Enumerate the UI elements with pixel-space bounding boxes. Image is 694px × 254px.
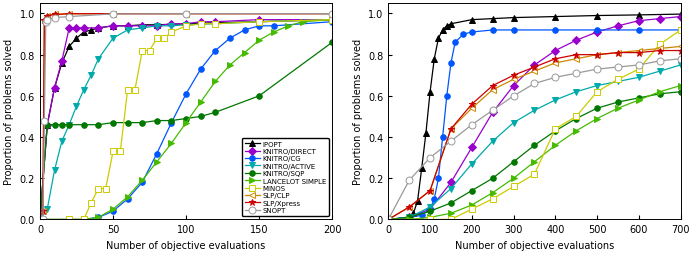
X-axis label: Number of objective evaluations: Number of objective evaluations xyxy=(106,240,266,250)
Legend: IPOPT, KNITRO/DIRECT, KNITRO/CG, KNITRO/ACTIVE, KNITRO/SQP, LANCELOT SIMPLE, MIN: IPOPT, KNITRO/DIRECT, KNITRO/CG, KNITRO/… xyxy=(242,138,329,216)
Y-axis label: Proportion of problems solved: Proportion of problems solved xyxy=(4,39,14,185)
Y-axis label: Proportion of problems solved: Proportion of problems solved xyxy=(353,39,362,185)
X-axis label: Number of objective evaluations: Number of objective evaluations xyxy=(455,240,614,250)
